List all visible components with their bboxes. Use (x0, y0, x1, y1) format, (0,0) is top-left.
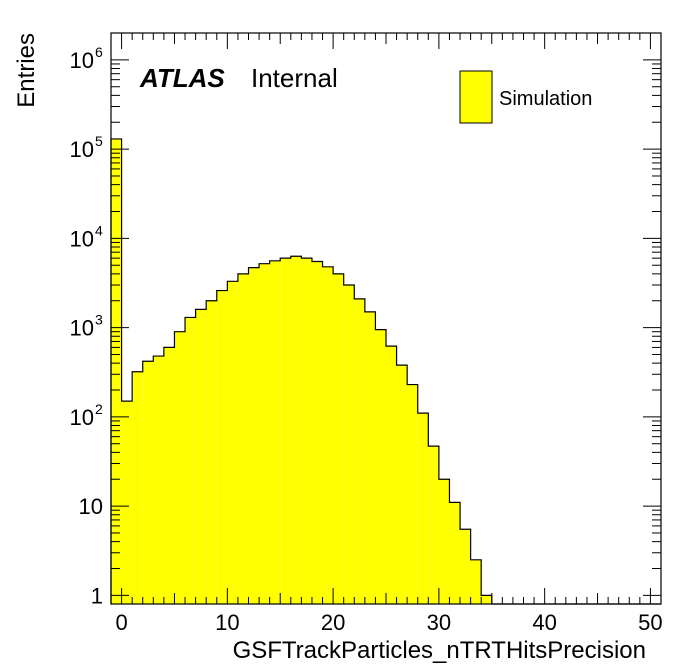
y-axis-label: Entries (13, 33, 40, 108)
histogram-bar (364, 311, 376, 604)
histogram-bar (343, 285, 355, 604)
histogram-bar (354, 298, 365, 604)
x-tick-label: 0 (115, 610, 127, 635)
y-tick-exponent: 2 (95, 401, 103, 417)
histogram-bar (428, 446, 439, 604)
histogram-bar (185, 317, 196, 604)
histogram-bar (386, 346, 397, 604)
histogram-bar (163, 347, 175, 604)
y-tick-exponent: 3 (95, 312, 103, 328)
histogram-bar (470, 559, 482, 604)
y-tick-label: 10 (70, 226, 94, 251)
legend-swatch (459, 70, 493, 124)
histogram-bar (132, 371, 143, 604)
y-tick-exponent: 5 (95, 133, 103, 149)
y-tick-label: 10 (79, 494, 103, 519)
atlas-label: ATLAS (139, 63, 225, 93)
histogram-bar (227, 281, 238, 604)
histogram-bar (248, 267, 260, 604)
y-tick-label: 10 (70, 137, 94, 162)
x-axis-label: GSFTrackParticles_nTRTHitsPrecision (233, 637, 646, 664)
x-tick-label: 30 (427, 610, 451, 635)
histogram-bar (407, 384, 418, 604)
internal-label: Internal (251, 63, 338, 93)
histogram-bar (396, 365, 408, 604)
histogram-bar (121, 401, 133, 604)
histogram-bar (311, 261, 323, 604)
histogram-bar (269, 260, 281, 604)
histogram-bar (322, 266, 334, 604)
histogram-bar (301, 258, 312, 604)
y-tick-label: 1 (91, 583, 103, 608)
histogram-bar (153, 356, 164, 604)
histogram-bar (417, 413, 429, 604)
histogram-bar (111, 138, 122, 604)
histogram-bar (174, 331, 186, 604)
histogram-bar (195, 309, 207, 604)
histogram-bar (237, 273, 249, 604)
histogram-bar (481, 595, 492, 604)
y-tick-label: 10 (70, 316, 94, 341)
histogram-bar (438, 479, 450, 604)
histogram-bar (375, 329, 386, 604)
histogram-bars (111, 138, 492, 604)
y-tick-label: 10 (70, 405, 94, 430)
x-tick-label: 50 (638, 610, 662, 635)
histogram-bar (333, 273, 344, 604)
histogram-bar (449, 502, 461, 604)
x-tick-label: 10 (215, 610, 239, 635)
histogram-bar (216, 290, 228, 604)
axis-ticks (111, 32, 661, 604)
y-tick-label: 10 (70, 48, 94, 73)
histogram-bar (290, 256, 302, 604)
histogram-bar (460, 529, 471, 604)
x-tick-labels: 0 10 20 30 40 50 (115, 610, 662, 635)
histogram-bar (280, 258, 291, 604)
x-tick-label: 40 (532, 610, 556, 635)
histogram-bar (142, 361, 154, 604)
histogram-bar (259, 263, 270, 604)
y-tick-exponent: 4 (95, 222, 103, 238)
histogram-bar (206, 300, 217, 604)
x-tick-label: 20 (321, 610, 345, 635)
y-tick-exponent: 6 (95, 44, 103, 60)
legend-entry-label: Simulation (499, 88, 592, 110)
